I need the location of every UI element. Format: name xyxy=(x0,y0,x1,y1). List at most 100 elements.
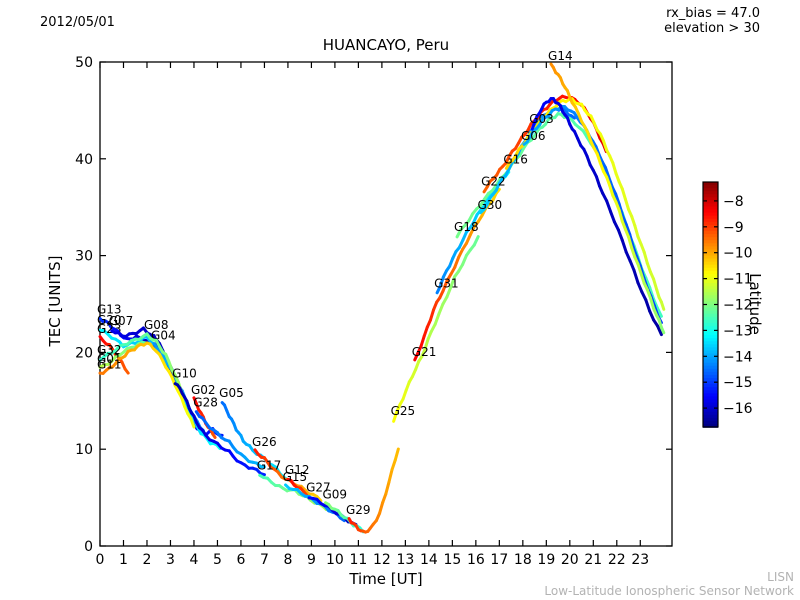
colorbar-gradient xyxy=(703,276,718,281)
colorbar-gradient xyxy=(703,335,718,339)
trace-segment xyxy=(428,308,436,322)
trace-segment xyxy=(453,255,461,269)
colorbar-gradient xyxy=(703,341,718,346)
trace-segment xyxy=(652,297,660,310)
trace-segment xyxy=(594,175,602,188)
trace-segment xyxy=(645,261,652,274)
sat-label-G17: G17 xyxy=(257,458,282,472)
colorbar-gradient xyxy=(703,310,718,315)
x-tick-label: 2 xyxy=(143,552,152,568)
trace-segment xyxy=(472,235,480,247)
colorbar-gradient xyxy=(703,258,718,263)
trace-segment xyxy=(387,468,394,484)
colorbar-gradient xyxy=(703,387,718,392)
sat-label-G28: G28 xyxy=(193,395,218,409)
colorbar-gradient xyxy=(703,304,718,309)
trace-segment xyxy=(595,152,602,165)
trace-segment xyxy=(639,272,646,285)
colorbar-gradient xyxy=(703,353,718,358)
x-tick-label: 1 xyxy=(119,552,128,568)
trace-segment xyxy=(620,187,627,201)
colorbar-gradient xyxy=(703,408,718,413)
colorbar-gradient xyxy=(703,411,718,416)
trace-segment xyxy=(630,214,637,228)
colorbar-gradient xyxy=(703,224,718,229)
sat-label-G03: G03 xyxy=(529,112,554,126)
trace-segment xyxy=(656,324,663,337)
trace-G14 xyxy=(549,62,666,335)
colorbar-gradient xyxy=(703,420,718,425)
trace-segment xyxy=(642,250,649,265)
sat-label-G06: G06 xyxy=(521,129,546,143)
trace-segment xyxy=(636,281,644,294)
trace-segment xyxy=(189,417,196,429)
colorbar-gradient xyxy=(703,423,718,428)
colorbar-gradient xyxy=(703,194,718,199)
colorbar-tick-label: −9 xyxy=(723,220,744,236)
trace-segment xyxy=(419,334,426,348)
x-tick-label: 3 xyxy=(166,552,175,568)
trace-segment xyxy=(423,337,430,351)
colorbar-tick-label: −16 xyxy=(723,401,753,417)
sat-label-G02: G02 xyxy=(191,383,216,397)
sat-label-G08: G08 xyxy=(144,318,169,332)
colorbar-gradient xyxy=(703,329,718,333)
x-tick-label: 21 xyxy=(584,552,602,568)
colorbar-gradient xyxy=(703,292,718,297)
colorbar-gradient xyxy=(703,215,718,220)
trace-segment xyxy=(392,410,399,423)
colorbar-gradient xyxy=(703,313,718,318)
colorbar-tick-label: −11 xyxy=(723,272,753,288)
x-tick-label: 19 xyxy=(537,552,555,568)
trace-segment xyxy=(631,245,639,259)
plot-frame xyxy=(99,61,673,547)
colorbar-gradient xyxy=(703,301,718,306)
trace-segment xyxy=(384,480,391,496)
trace-segment xyxy=(659,325,666,335)
x-tick-label: 11 xyxy=(349,552,367,568)
sat-label-G29: G29 xyxy=(346,503,371,517)
trace-segment xyxy=(656,306,663,318)
trace-segment xyxy=(623,197,631,211)
trace-segment xyxy=(494,187,501,195)
colorbar-gradient xyxy=(703,384,718,388)
trace-segment xyxy=(648,296,656,310)
trace-segment xyxy=(438,275,445,288)
colorbar-gradient xyxy=(703,227,718,232)
colorbar-gradient xyxy=(703,298,718,303)
sat-label-G16: G16 xyxy=(503,152,528,166)
trace-segment xyxy=(648,309,656,322)
y-tick-label: 30 xyxy=(75,249,93,265)
colorbar-gradient xyxy=(703,261,718,266)
colorbar-tick-label: −8 xyxy=(723,194,744,210)
trace-segment xyxy=(461,253,468,267)
colorbar-gradient xyxy=(703,218,718,223)
colorbar-gradient xyxy=(703,188,718,192)
x-tick-label: 22 xyxy=(608,552,626,568)
trace-segment xyxy=(614,192,621,206)
trace-G25 xyxy=(392,235,480,423)
trace-segment xyxy=(449,275,457,289)
sat-label-G20: G20 xyxy=(97,313,122,327)
colorbar-gradient xyxy=(703,234,718,238)
x-tick-label: 4 xyxy=(190,552,199,568)
trace-segment xyxy=(381,492,388,505)
trace-G21 xyxy=(413,187,501,362)
colorbar-gradient xyxy=(703,240,718,245)
sat-label-G27: G27 xyxy=(306,481,331,495)
sat-label-G13: G13 xyxy=(97,303,122,317)
x-tick-label: 9 xyxy=(307,552,316,568)
x-tick-label: 18 xyxy=(514,552,532,568)
trace-segment xyxy=(628,232,635,249)
trace-segment xyxy=(617,202,625,218)
colorbar-gradient xyxy=(703,237,718,241)
trace-segment xyxy=(628,259,636,272)
trace-segment xyxy=(401,388,408,401)
colorbar-gradient xyxy=(703,332,718,336)
colorbar-gradient xyxy=(703,396,718,401)
colorbar-gradient xyxy=(703,273,718,278)
trace-G28 xyxy=(194,410,266,469)
colorbar-gradient xyxy=(703,231,718,235)
date-label: 2012/05/01 xyxy=(40,15,115,30)
colorbar-gradient xyxy=(703,191,718,196)
